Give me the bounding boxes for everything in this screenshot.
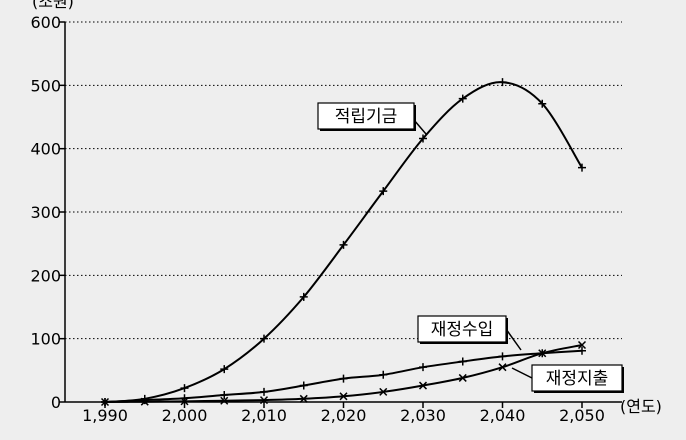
y-tick-label: 300: [30, 203, 61, 222]
data-point: [379, 187, 388, 196]
x-tick-label: 2,040: [480, 406, 526, 425]
data-point: [379, 370, 388, 379]
y-tick-label: 100: [30, 330, 61, 349]
data-point: [339, 374, 348, 383]
data-point: [259, 396, 269, 405]
x-tick-label: 2,030: [400, 406, 446, 425]
x-tick-label: 1,990: [82, 406, 128, 425]
data-point: [220, 391, 229, 400]
y-tick-label: 200: [30, 266, 61, 285]
data-point: [577, 340, 587, 350]
x-tick-label: 2,010: [241, 406, 287, 425]
data-point: [260, 387, 268, 396]
series-2: [100, 340, 587, 407]
data-point: [538, 349, 547, 358]
data-point: [498, 78, 507, 87]
x-axis-title: (연도): [620, 397, 662, 416]
series-label-2: 재정지출: [511, 364, 624, 393]
data-point: [418, 381, 428, 390]
label-box: [317, 102, 415, 130]
data-point: [578, 163, 586, 172]
data-point: [419, 134, 427, 143]
grid: [65, 21, 622, 340]
data-point: [578, 346, 586, 355]
data-point: [419, 363, 427, 372]
data-point: [140, 396, 149, 405]
data-point: [299, 381, 308, 390]
y-tick-label: 0: [51, 393, 61, 412]
data-point: [339, 240, 348, 249]
series-name: 재정수입: [431, 320, 494, 340]
series-name: 재정지출: [546, 369, 609, 389]
y-ticks: 0 100 200 300 400 500 600: [30, 13, 65, 412]
data-point: [220, 396, 229, 405]
y-axis-title: (조원): [32, 0, 74, 11]
data-point: [458, 357, 467, 366]
data-point: [498, 363, 507, 372]
data-point: [260, 334, 268, 343]
label-box: [417, 315, 507, 343]
data-point: [339, 392, 348, 401]
y-tick-label: 400: [30, 140, 61, 159]
y-tick-label: 500: [30, 76, 61, 95]
series-label-0: 적립기금: [317, 102, 427, 135]
data-point: [538, 99, 547, 108]
x-ticks: 1,990 2,000 2,010 2,020 2,030 2,040 2,050: [82, 402, 605, 425]
data-point: [458, 373, 467, 382]
data-point: [180, 384, 189, 393]
x-tick-label: 2,050: [559, 406, 605, 425]
data-point: [100, 397, 110, 407]
x-tick-label: 2,020: [321, 406, 367, 425]
data-point: [220, 365, 229, 374]
series-name: 적립기금: [335, 107, 398, 127]
label-box: [531, 364, 623, 392]
data-point: [498, 352, 507, 361]
leader-line: [505, 328, 522, 351]
data-point: [180, 397, 189, 406]
data-point: [458, 94, 467, 103]
data-point: [379, 387, 388, 396]
series-line: [104, 344, 583, 403]
series-label-1: 재정수입: [417, 315, 522, 351]
leader-line: [511, 367, 533, 379]
data-point: [140, 397, 149, 406]
data-point: [299, 292, 308, 301]
x-tick-label: 2,000: [162, 406, 208, 425]
data-point: [299, 394, 308, 403]
y-tick-label: 600: [30, 13, 61, 32]
series-layer: [100, 78, 587, 407]
